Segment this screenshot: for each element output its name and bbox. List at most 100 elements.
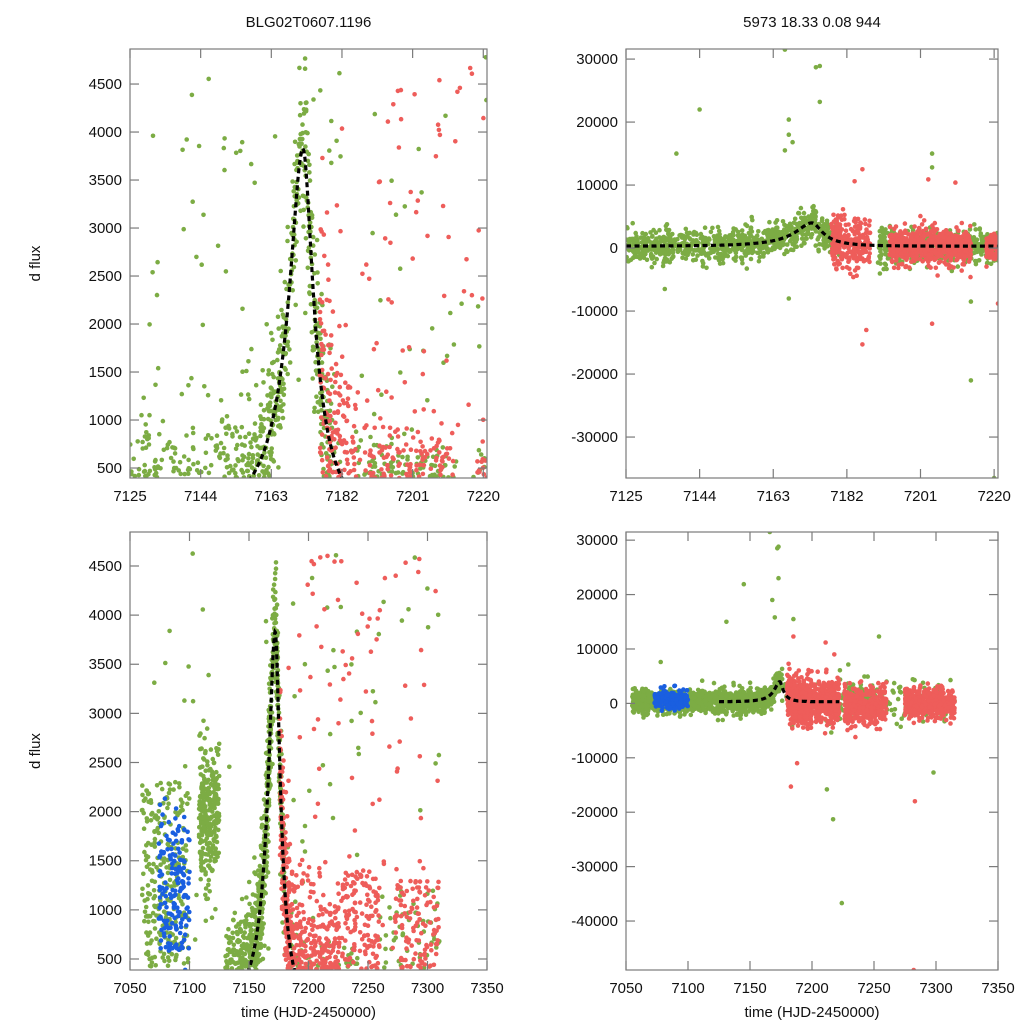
data-point	[303, 100, 309, 106]
data-point	[877, 271, 883, 276]
data-point	[190, 199, 195, 204]
data-point	[207, 858, 213, 863]
data-point	[240, 369, 245, 375]
data-point	[307, 220, 313, 225]
series-observatory-A	[130, 55, 487, 478]
data-point	[652, 260, 657, 266]
data-point	[464, 257, 469, 262]
data-point	[850, 253, 855, 259]
data-point	[766, 233, 771, 238]
data-point	[731, 226, 736, 231]
data-point	[270, 371, 275, 377]
data-point	[455, 89, 460, 95]
data-point	[337, 393, 343, 398]
data-point	[758, 237, 764, 242]
data-point	[477, 344, 482, 349]
data-point	[353, 446, 358, 452]
data-point	[253, 438, 258, 443]
data-point	[344, 418, 349, 424]
data-point	[218, 440, 224, 446]
data-point	[782, 251, 787, 257]
data-point	[141, 798, 147, 804]
data-point	[326, 468, 332, 474]
data-point	[150, 270, 155, 275]
data-point	[173, 779, 178, 785]
data-point	[909, 239, 914, 245]
data-point	[327, 398, 332, 403]
data-point	[319, 432, 325, 437]
data-point	[688, 237, 693, 242]
data-point	[635, 238, 640, 243]
data-point	[867, 218, 872, 224]
data-point	[206, 672, 211, 678]
data-point	[199, 469, 204, 475]
data-point	[414, 448, 419, 454]
data-point	[740, 260, 745, 266]
data-point	[638, 235, 644, 240]
data-point	[988, 235, 994, 240]
data-point	[285, 238, 290, 244]
data-point	[328, 377, 333, 383]
data-point	[147, 468, 153, 474]
data-point	[436, 752, 442, 758]
data-point	[223, 965, 228, 970]
data-point	[198, 802, 203, 808]
data-point	[285, 224, 291, 230]
data-point	[641, 254, 646, 260]
data-point	[256, 889, 261, 894]
data-point	[203, 886, 209, 891]
data-point	[696, 247, 702, 252]
data-point	[459, 301, 464, 307]
data-point	[418, 439, 423, 445]
data-point	[195, 460, 201, 466]
data-point	[377, 450, 382, 455]
data-point	[372, 475, 378, 478]
data-point	[260, 925, 265, 931]
data-point	[270, 612, 276, 618]
data-point	[200, 845, 206, 851]
data-point	[933, 265, 939, 271]
data-point	[657, 240, 663, 245]
data-point	[167, 628, 172, 634]
data-point	[436, 127, 442, 133]
data-point	[145, 949, 151, 955]
data-point	[214, 769, 219, 775]
data-point	[165, 870, 171, 876]
data-point	[205, 852, 211, 857]
data-point	[723, 244, 729, 249]
data-point	[951, 265, 956, 270]
data-point	[416, 146, 422, 152]
data-point	[743, 253, 748, 258]
data-point	[177, 784, 182, 790]
data-point	[241, 941, 246, 947]
data-point	[194, 254, 199, 260]
data-point	[371, 411, 377, 417]
data-point	[244, 468, 250, 474]
data-point	[232, 910, 238, 916]
data-point	[153, 963, 158, 968]
data-point	[842, 212, 847, 218]
data-point	[211, 813, 216, 819]
y-tick-label: 1500	[89, 364, 122, 381]
data-point	[918, 249, 923, 255]
data-point	[385, 452, 391, 458]
data-point	[153, 813, 159, 818]
data-point	[333, 553, 339, 558]
data-point	[281, 392, 287, 398]
data-point	[826, 224, 831, 229]
data-point	[407, 470, 413, 475]
data-point	[649, 264, 655, 270]
data-point	[831, 246, 836, 251]
data-point	[400, 348, 406, 353]
data-point	[327, 350, 332, 356]
data-point	[259, 915, 265, 920]
data-point	[278, 398, 283, 404]
data-point	[211, 760, 217, 766]
data-point	[143, 445, 149, 451]
data-point	[205, 433, 211, 438]
data-point	[685, 234, 690, 239]
data-point	[418, 808, 423, 813]
data-point	[284, 814, 290, 819]
data-point	[222, 136, 227, 141]
data-point	[711, 249, 716, 254]
